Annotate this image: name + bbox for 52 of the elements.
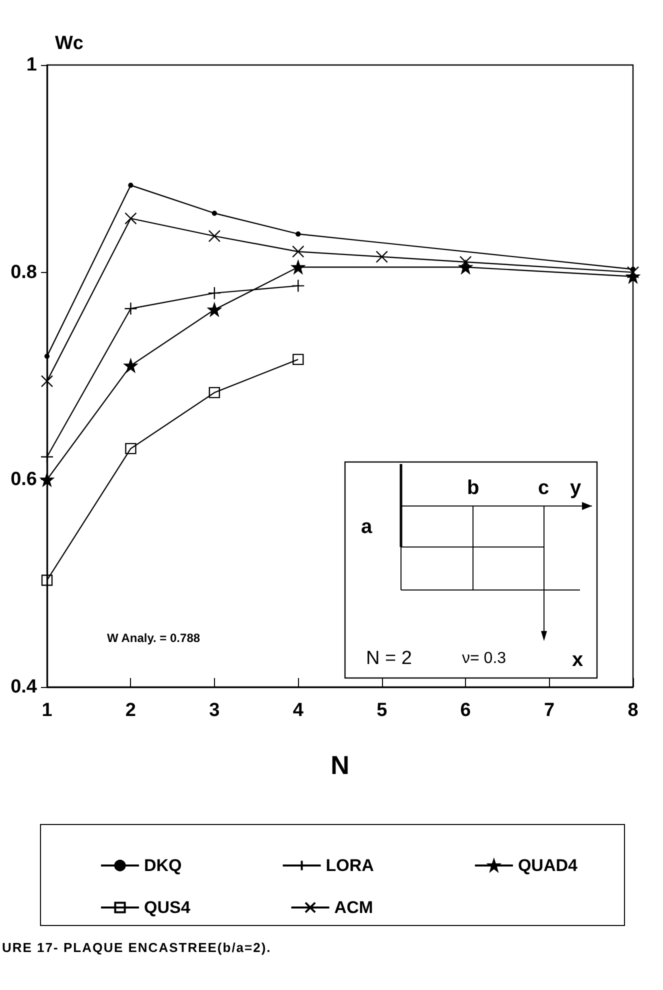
annotation: x bbox=[572, 649, 584, 671]
x-tick-label: 2 bbox=[125, 700, 136, 721]
point bbox=[208, 303, 222, 316]
point bbox=[41, 574, 53, 586]
point bbox=[208, 286, 222, 300]
x-tick-label: 8 bbox=[628, 700, 638, 721]
point bbox=[292, 246, 304, 258]
x-tick-label: 4 bbox=[292, 700, 304, 721]
point bbox=[128, 182, 134, 188]
y-tick-label: 1 bbox=[26, 54, 38, 76]
point bbox=[292, 279, 305, 292]
point bbox=[124, 212, 137, 225]
annotation: c bbox=[538, 477, 550, 499]
x-tick-label: 5 bbox=[376, 700, 388, 721]
x-tick-label: 3 bbox=[209, 700, 220, 721]
annotation: W Analy. = 0.788 bbox=[107, 631, 200, 645]
point bbox=[212, 210, 218, 216]
legend-label: LORA bbox=[326, 856, 374, 875]
point bbox=[124, 302, 138, 316]
point bbox=[292, 354, 304, 366]
point bbox=[44, 354, 50, 359]
point bbox=[459, 256, 472, 268]
annotation: N = 2 bbox=[366, 648, 412, 669]
annotation: a bbox=[361, 516, 373, 538]
annotation: ν= 0.3 bbox=[462, 650, 506, 667]
legend-label: ACM bbox=[334, 898, 374, 917]
x-tick-label: 6 bbox=[460, 700, 471, 721]
point bbox=[125, 442, 136, 454]
point bbox=[376, 250, 388, 263]
point bbox=[292, 260, 305, 274]
x-tick-label: 1 bbox=[42, 700, 53, 721]
point bbox=[40, 375, 54, 388]
point bbox=[626, 266, 640, 278]
annotation: y bbox=[570, 477, 582, 499]
point bbox=[208, 230, 221, 242]
point bbox=[124, 359, 138, 372]
point bbox=[458, 260, 472, 274]
y-axis-title: Wc bbox=[55, 33, 84, 54]
legend-label: QUAD4 bbox=[518, 856, 578, 875]
point bbox=[40, 450, 54, 464]
x-tick-label: 7 bbox=[544, 700, 555, 721]
legend-label: QUS4 bbox=[144, 898, 191, 917]
annotation: b bbox=[467, 477, 480, 499]
point bbox=[296, 231, 301, 237]
point bbox=[40, 473, 54, 486]
y-tick-label: 0.8 bbox=[10, 262, 37, 283]
point bbox=[208, 386, 220, 398]
y-tick-label: 0.6 bbox=[10, 469, 37, 490]
x-axis-title: N bbox=[330, 750, 350, 780]
text: URE 17- PLAQUE ENCASTREE(b/a=2). bbox=[2, 940, 272, 955]
y-tick-label: 0.4 bbox=[10, 676, 38, 698]
legend-label: DKQ bbox=[144, 856, 182, 875]
